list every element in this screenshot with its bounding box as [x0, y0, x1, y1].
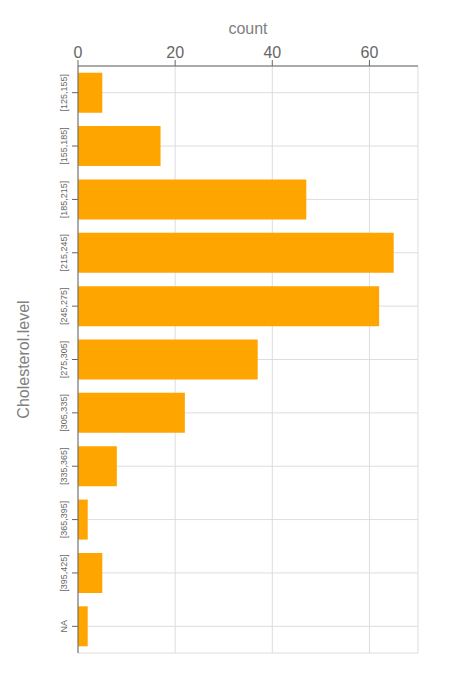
svg-text:NA: NA: [59, 620, 69, 633]
svg-text:[125,155]: [125,155]: [59, 74, 69, 112]
svg-text:[395,425]: [395,425]: [59, 554, 69, 592]
svg-text:[335,365]: [335,365]: [59, 447, 69, 485]
svg-text:count: count: [228, 20, 268, 37]
svg-text:[185,215]: [185,215]: [59, 181, 69, 219]
svg-text:[215,245]: [215,245]: [59, 234, 69, 272]
svg-text:[275,305]: [275,305]: [59, 341, 69, 379]
svg-text:Cholesterol.level: Cholesterol.level: [15, 300, 32, 418]
svg-text:20: 20: [166, 44, 184, 61]
svg-text:0: 0: [74, 44, 83, 61]
svg-text:[305,335]: [305,335]: [59, 394, 69, 432]
svg-text:40: 40: [263, 44, 281, 61]
svg-text:[155,185]: [155,185]: [59, 127, 69, 165]
svg-text:[365,395]: [365,395]: [59, 501, 69, 539]
svg-text:[245,275]: [245,275]: [59, 287, 69, 325]
svg-text:60: 60: [361, 44, 379, 61]
